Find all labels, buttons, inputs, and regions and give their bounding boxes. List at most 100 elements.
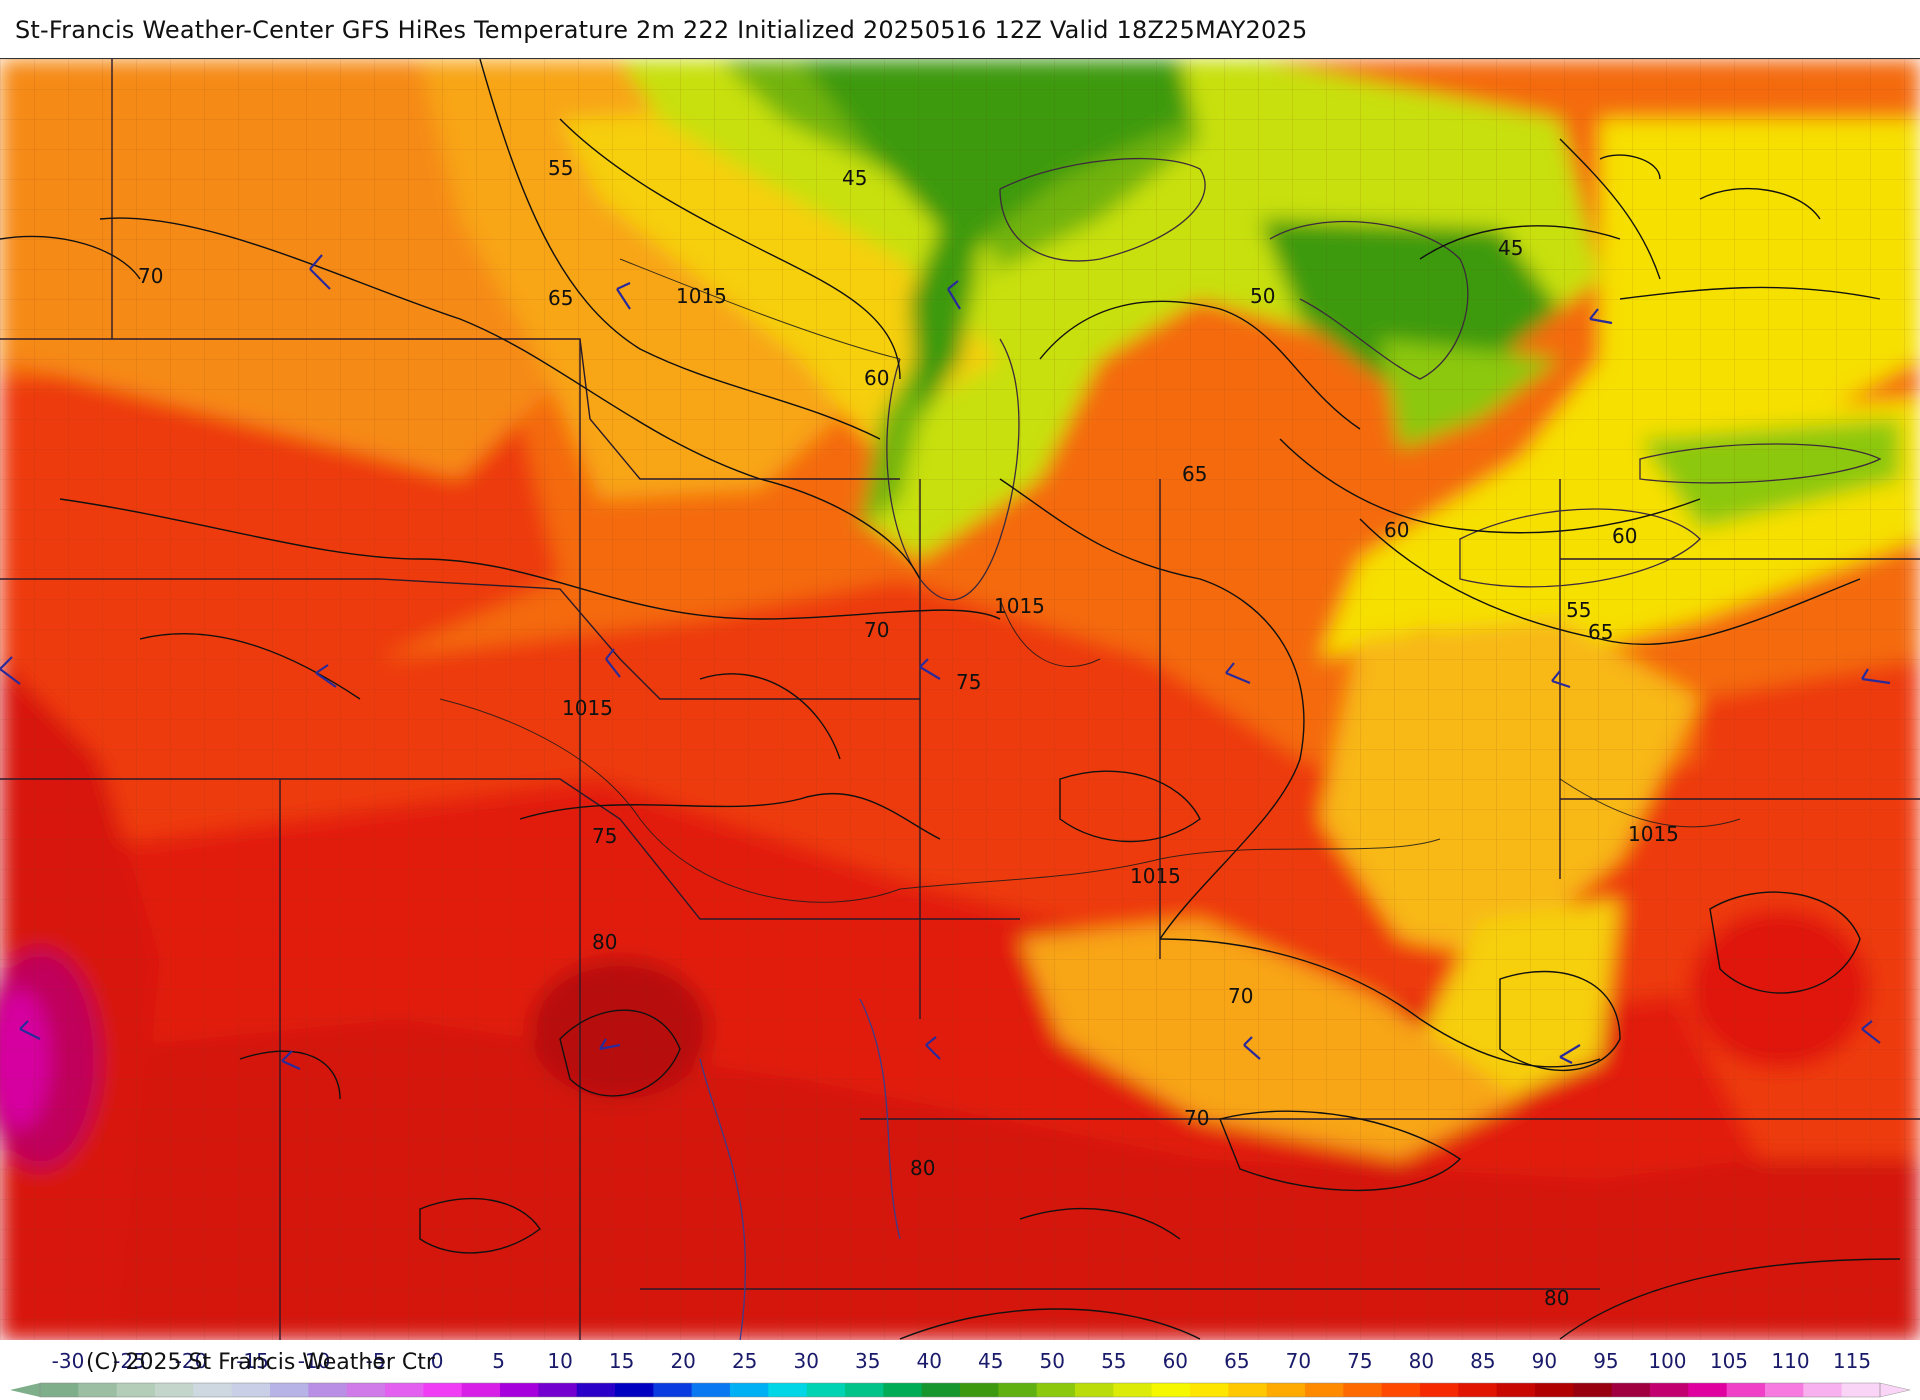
legend-outline [39, 1382, 1881, 1398]
legend-swatch [1343, 1383, 1383, 1397]
isobar-label: 1015 [1628, 822, 1679, 846]
legend-tick-label: 100 [1648, 1349, 1686, 1373]
legend-swatch [423, 1383, 463, 1397]
isotherm-label: 45 [842, 166, 867, 190]
legend-swatch [691, 1383, 731, 1397]
legend-tick-label: 25 [732, 1349, 757, 1373]
legend-swatch [1496, 1383, 1536, 1397]
isotherm-label: 80 [910, 1156, 935, 1180]
isotherm-label: 60 [864, 366, 889, 390]
legend-tick-label: 80 [1409, 1349, 1434, 1373]
legend-swatch [921, 1383, 961, 1397]
legend-swatch [998, 1383, 1038, 1397]
legend-swatch [653, 1383, 693, 1397]
isotherm-label: 70 [1228, 984, 1253, 1008]
legend-swatch [193, 1383, 233, 1397]
legend-swatch [960, 1383, 999, 1397]
legend-tick-label: 115 [1833, 1349, 1871, 1373]
legend-color-swatches [10, 1382, 1911, 1398]
legend-tick-label: -5 [366, 1349, 386, 1373]
legend-swatch [1381, 1383, 1421, 1397]
legend-swatch [1266, 1383, 1306, 1397]
legend-swatch [1803, 1383, 1843, 1397]
isotherm-label: 65 [1588, 620, 1613, 644]
legend-swatch [1765, 1383, 1804, 1397]
legend-swatch [346, 1383, 386, 1397]
legend-swatch [385, 1383, 424, 1397]
legend-swatch [1535, 1383, 1574, 1397]
legend-swatch [1726, 1383, 1766, 1397]
legend-tick-label: 85 [1470, 1349, 1495, 1373]
legend-swatch [1036, 1383, 1076, 1397]
legend-swatch [1650, 1383, 1689, 1397]
legend-swatch [308, 1383, 348, 1397]
legend-swatch [1420, 1383, 1459, 1397]
legend-tick-label: 35 [855, 1349, 880, 1373]
legend-tick-label: 95 [1593, 1349, 1618, 1373]
isotherm-label: 75 [956, 670, 981, 694]
legend-swatch [461, 1383, 501, 1397]
legend-tick-label: 5 [492, 1349, 505, 1373]
legend-tick-label: 65 [1224, 1349, 1249, 1373]
legend-tick-label: 90 [1532, 1349, 1557, 1373]
legend-swatch [270, 1383, 309, 1397]
map-canvas: 55 45 70 65 60 65 50 45 60 60 55 65 70 7… [0, 59, 1920, 1341]
legend-swatch [1841, 1383, 1881, 1397]
legend-swatch [1075, 1383, 1114, 1397]
isotherm-label: 55 [548, 156, 573, 180]
legend-tick-label: 0 [431, 1349, 444, 1373]
legend-swatch [1458, 1383, 1498, 1397]
legend-min-arrow [10, 1383, 40, 1397]
isotherm-label: 50 [1250, 284, 1275, 308]
legend-swatch [1573, 1383, 1613, 1397]
legend-tick-label: -25 [113, 1349, 146, 1373]
isotherm-label: 70 [864, 618, 889, 642]
legend-swatch [615, 1383, 654, 1397]
isotherm-label: 75 [592, 824, 617, 848]
isotherm-label: 60 [1384, 518, 1409, 542]
legend-swatch [116, 1383, 156, 1397]
legend-swatch [730, 1383, 769, 1397]
legend-tick-label: -30 [52, 1349, 85, 1373]
temperature-map[interactable]: 55 45 70 65 60 65 50 45 60 60 55 65 70 7… [0, 58, 1920, 1341]
legend-tick-label: 70 [1286, 1349, 1311, 1373]
legend-colorbar: -30 -25 -20 -15 -10 -5 0 5 10 15 20 25 30 35 40 45 50 55 6… [10, 1349, 1911, 1398]
legend-swatch [1113, 1383, 1153, 1397]
legend-swatch [806, 1383, 846, 1397]
isobar-label: 1015 [1130, 864, 1181, 888]
legend-tick-label: 50 [1040, 1349, 1065, 1373]
legend-tick-label: 10 [547, 1349, 572, 1373]
legend-tick-label: -10 [298, 1349, 331, 1373]
legend-swatch [1611, 1383, 1651, 1397]
lake-outlines [699, 157, 1882, 1341]
isobar-label: 1015 [676, 284, 727, 308]
legend-tick-label: 30 [793, 1349, 818, 1373]
legend-swatch [1305, 1383, 1344, 1397]
legend-tick-label: 40 [917, 1349, 942, 1373]
legend-swatch [78, 1383, 118, 1397]
wind-barbs [0, 254, 1891, 1071]
map-title: St-Francis Weather-Center GFS HiRes Temp… [15, 16, 1308, 44]
legend-max-arrow [1879, 1382, 1911, 1398]
isotherm-label: 70 [1184, 1106, 1209, 1130]
legend-tick-label: 105 [1710, 1349, 1748, 1373]
legend-swatch [576, 1383, 616, 1397]
isotherms [0, 59, 1901, 1340]
isotherm-label: 70 [138, 264, 163, 288]
isobar-label: 1015 [994, 594, 1045, 618]
legend-swatch [1190, 1383, 1229, 1397]
title-bar: St-Francis Weather-Center GFS HiRes Temp… [0, 0, 1920, 58]
state-boundaries [0, 59, 1920, 1341]
legend-tick-labels: -30 -25 -20 -15 -10 -5 0 5 10 15 20 25 30 35 40 45 50 55 6… [52, 1349, 1871, 1373]
legend-swatch [1688, 1383, 1728, 1397]
legend-tick-label: 55 [1101, 1349, 1126, 1373]
county-grid [0, 59, 1920, 1341]
contour-labels: 55 45 70 65 60 65 50 45 60 60 55 65 70 7… [138, 156, 1679, 1310]
legend-tick-label: 45 [978, 1349, 1003, 1373]
legend-swatch [1151, 1383, 1191, 1397]
legend-tick-label: 60 [1163, 1349, 1188, 1373]
isotherm-label: 60 [1612, 524, 1637, 548]
legend-swatch [500, 1383, 539, 1397]
isotherm-label: 65 [548, 286, 573, 310]
legend-tick-label: 75 [1347, 1349, 1372, 1373]
